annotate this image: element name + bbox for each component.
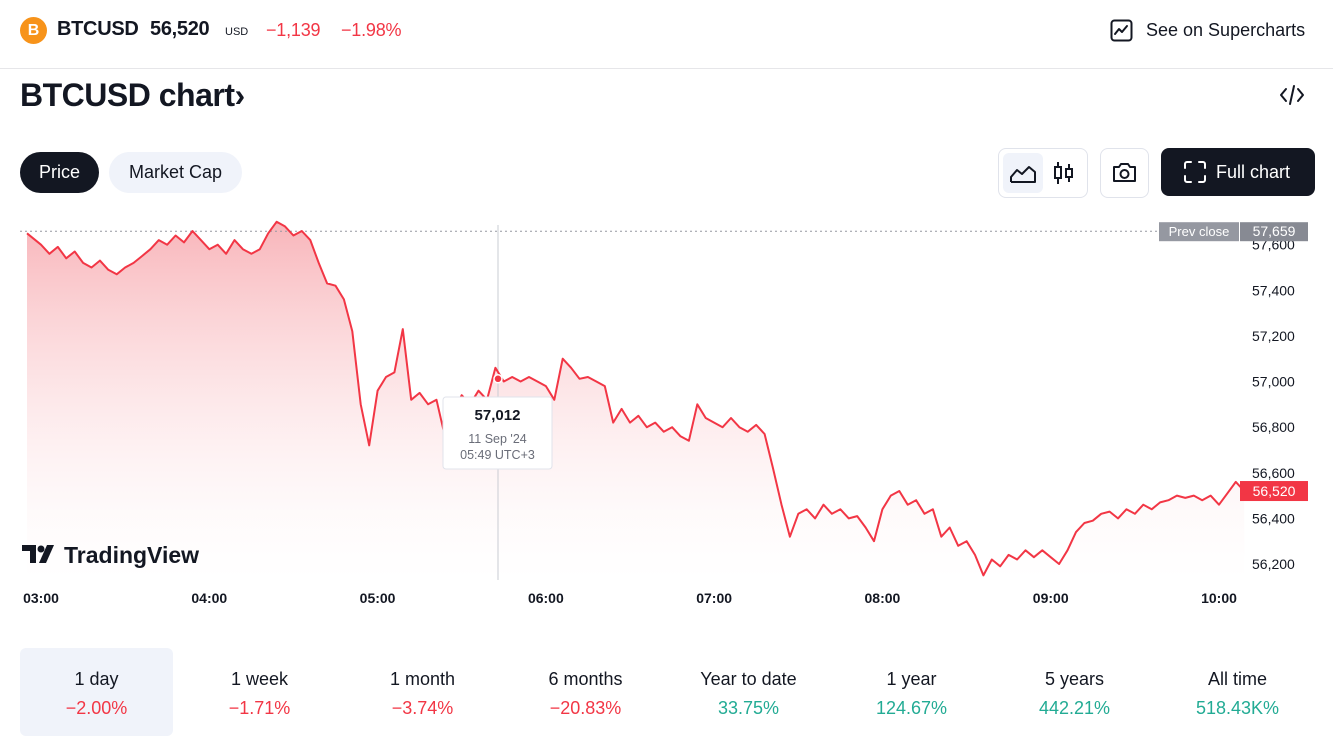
tooltip-date: 11 Sep '24 (468, 432, 527, 446)
price-series-line (26, 220, 1245, 577)
symbol-header-bar (0, 0, 1333, 69)
code-icon[interactable] (1278, 82, 1306, 108)
price-area-fill (27, 221, 1245, 581)
y-tick-label: 57,400 (1252, 282, 1295, 298)
price-currency: USD (225, 26, 249, 38)
period-change: 442.21% (1038, 698, 1111, 718)
period-label: 1 week (230, 669, 289, 689)
full-chart-button[interactable]: Full chart (1161, 148, 1315, 196)
period-button[interactable]: 1 month −3.74% (346, 648, 499, 736)
prev-close-value-tag (1240, 222, 1308, 242)
period-change: 124.67% (875, 698, 948, 718)
y-tick-label: 56,200 (1252, 556, 1295, 572)
period-label: 1 year (886, 669, 937, 689)
period-label: 5 years (1044, 669, 1105, 689)
x-tick-label: 06:00 (528, 590, 564, 606)
y-tick-label: 57,200 (1252, 328, 1295, 344)
y-tick-label: 56,800 (1252, 419, 1295, 435)
tooltip-price: 57,012 (475, 407, 521, 424)
x-tick-label: 10:00 (1201, 590, 1237, 606)
period-change: 33.75% (717, 698, 780, 718)
area-chart-button[interactable] (1003, 153, 1043, 193)
period-button[interactable]: 1 week −1.71% (183, 648, 336, 736)
x-tick-label: 07:00 (696, 590, 732, 606)
chart-style-toggle (998, 148, 1088, 198)
chart-title-link[interactable]: BTCUSD chart› (20, 77, 245, 114)
tradingview-wordmark: TradingView (64, 542, 199, 568)
chevron-right-icon: › (234, 77, 245, 113)
full-chart-label: Full chart (1216, 162, 1291, 182)
y-tick-label: 56,400 (1252, 510, 1295, 526)
x-tick-label: 05:00 (360, 590, 396, 606)
camera-icon (1113, 163, 1136, 182)
y-tick-label: 56,600 (1252, 465, 1295, 481)
period-change: −20.83% (549, 698, 622, 718)
tooltip-box (442, 396, 553, 470)
tooltip-time: 05:49 UTC+3 (460, 448, 535, 462)
screenshot-button[interactable] (1100, 148, 1149, 198)
last-price: 56,520 (150, 18, 210, 40)
period-button[interactable]: 5 years 442.21% (998, 648, 1151, 736)
see-on-supercharts-link[interactable]: See on Supercharts (1146, 20, 1306, 40)
prev-close-label: Prev close (1169, 224, 1230, 239)
last-price-marker (1240, 487, 1248, 495)
candlestick-button[interactable] (1043, 153, 1083, 193)
bitcoin-icon: B (20, 17, 47, 44)
period-change: −3.74% (391, 698, 454, 718)
period-button[interactable]: 1 year 124.67% (835, 648, 988, 736)
x-tick-label: 09:00 (1033, 590, 1069, 606)
x-tick-label: 08:00 (865, 590, 901, 606)
price-change: −1,139 (266, 20, 321, 40)
period-change: 518.43K% (1195, 698, 1280, 718)
hover-point (493, 374, 503, 384)
period-change: −1.71% (228, 698, 291, 718)
period-label: 1 day (74, 669, 119, 689)
last-price-tag (1240, 481, 1308, 502)
tab-market-cap[interactable]: Market Cap (109, 152, 242, 193)
chart-title: BTCUSD chart (20, 77, 235, 113)
period-button[interactable]: 1 day −2.00% (20, 648, 173, 736)
x-tick-label: 04:00 (191, 590, 227, 606)
period-label: 1 month (389, 669, 456, 689)
period-label: 6 months (548, 669, 623, 689)
prev-close-value: 57,659 (1253, 223, 1296, 239)
tradingview-logo[interactable]: TradingView (20, 540, 210, 570)
fullscreen-icon (1184, 161, 1206, 183)
period-button[interactable]: All time 518.43K% (1161, 648, 1314, 736)
tab-price[interactable]: Price (20, 152, 99, 193)
period-change: −2.00% (65, 698, 128, 718)
x-tick-label: 03:00 (23, 590, 59, 606)
candlestick-icon (1054, 162, 1073, 184)
price-chart[interactable]: 57,60057,40057,20057,00056,80056,60056,4… (0, 215, 1333, 625)
period-button[interactable]: 6 months −20.83% (509, 648, 662, 736)
period-label: All time (1207, 669, 1267, 689)
price-change-percent: −1.98% (341, 20, 402, 40)
area-chart-icon (1010, 166, 1036, 183)
y-tick-label: 57,000 (1252, 374, 1295, 390)
chart-line-icon[interactable] (1110, 19, 1133, 42)
symbol-name[interactable]: BTCUSD (57, 18, 139, 40)
prev-close-tag (1159, 222, 1239, 242)
last-price-value: 56,520 (1253, 483, 1296, 499)
period-button[interactable]: Year to date 33.75% (672, 648, 825, 736)
period-label: Year to date (700, 669, 797, 689)
